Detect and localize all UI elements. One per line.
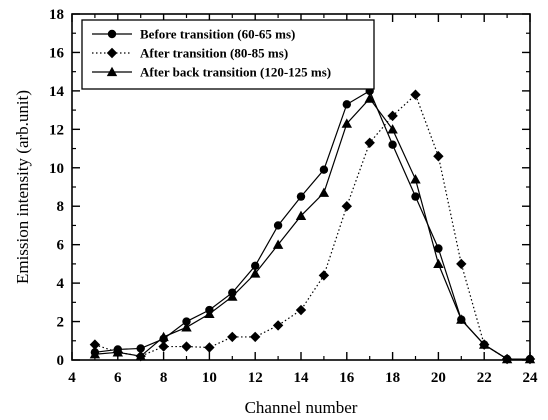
data-point [272,239,284,249]
data-point [410,89,421,100]
data-point [136,344,145,353]
data-point [364,93,375,103]
data-point [135,350,146,361]
x-tick-label: 18 [385,370,400,386]
y-tick-label: 16 [49,45,65,61]
data-point [158,331,169,342]
plot-frame [71,13,531,361]
series-2 [89,89,536,365]
y-tick-label: 18 [49,7,64,23]
legend-box [81,19,375,90]
y-tick-label: 6 [57,238,65,254]
data-point [273,221,283,230]
data-point [296,192,306,201]
data-point [387,110,398,122]
legend-marker [107,29,117,39]
data-point [456,314,467,324]
x-tick-label: 22 [477,370,492,386]
data-point [433,258,444,269]
data-point [295,210,307,220]
x-tick-label: 16 [339,370,355,386]
x-tick-label: 14 [294,370,310,386]
data-point [112,347,123,357]
x-tick-label: 24 [523,370,539,386]
x-tick-label: 4 [68,370,76,386]
data-point [341,201,352,212]
data-point [250,331,261,343]
legend-label: Before transition (60-65 ms) [140,27,295,42]
data-point [272,320,284,331]
data-point [182,317,191,326]
data-point [204,342,215,353]
y-tick-label: 8 [57,199,65,215]
data-point [410,174,421,184]
data-point [433,151,444,162]
series-1 [90,86,535,364]
y-tick-label: 0 [57,353,65,369]
y-tick-label: 4 [57,276,65,292]
legend-label: After transition (80-85 ms) [140,46,288,61]
x-tick-label: 8 [160,370,168,386]
x-tick-label: 10 [202,370,217,386]
data-point [181,322,192,332]
series-line [94,97,530,360]
data-point [387,124,398,134]
data-point [341,118,352,128]
data-point [181,341,192,352]
y-tick-label: 2 [57,315,65,331]
data-point [251,261,260,271]
legend-marker [106,66,118,77]
y-tick-label: 12 [49,122,64,138]
data-point [227,331,238,343]
data-point [342,100,351,109]
data-point [158,341,169,352]
y-tick-label: 14 [49,84,65,100]
data-point [364,137,375,148]
y-axis-title: Emission intensity (arb.unit) [13,90,32,284]
data-point [319,165,329,174]
x-tick-label: 12 [248,370,263,386]
x-tick-label: 6 [114,370,122,386]
legend: Before transition (60-65 ms) After transi… [81,19,375,90]
data-point [318,187,330,197]
data-point [295,304,307,316]
data-point [434,244,443,253]
data-point [250,268,261,278]
data-point [388,140,397,149]
data-point [411,192,420,201]
data-point [89,349,101,359]
data-point [456,258,467,270]
data-point [318,270,330,281]
y-tick-label: 10 [49,161,64,177]
series-3 [89,93,536,364]
data-point [89,339,101,350]
data-point [479,339,490,349]
legend-marker [106,47,118,59]
data-point [227,291,238,301]
legend-label: After back transition (120-125 ms) [140,65,331,80]
x-axis-title: Channel number [245,398,358,417]
x-tick-label: 20 [431,370,446,386]
data-point [204,308,215,319]
data-point [501,353,513,364]
